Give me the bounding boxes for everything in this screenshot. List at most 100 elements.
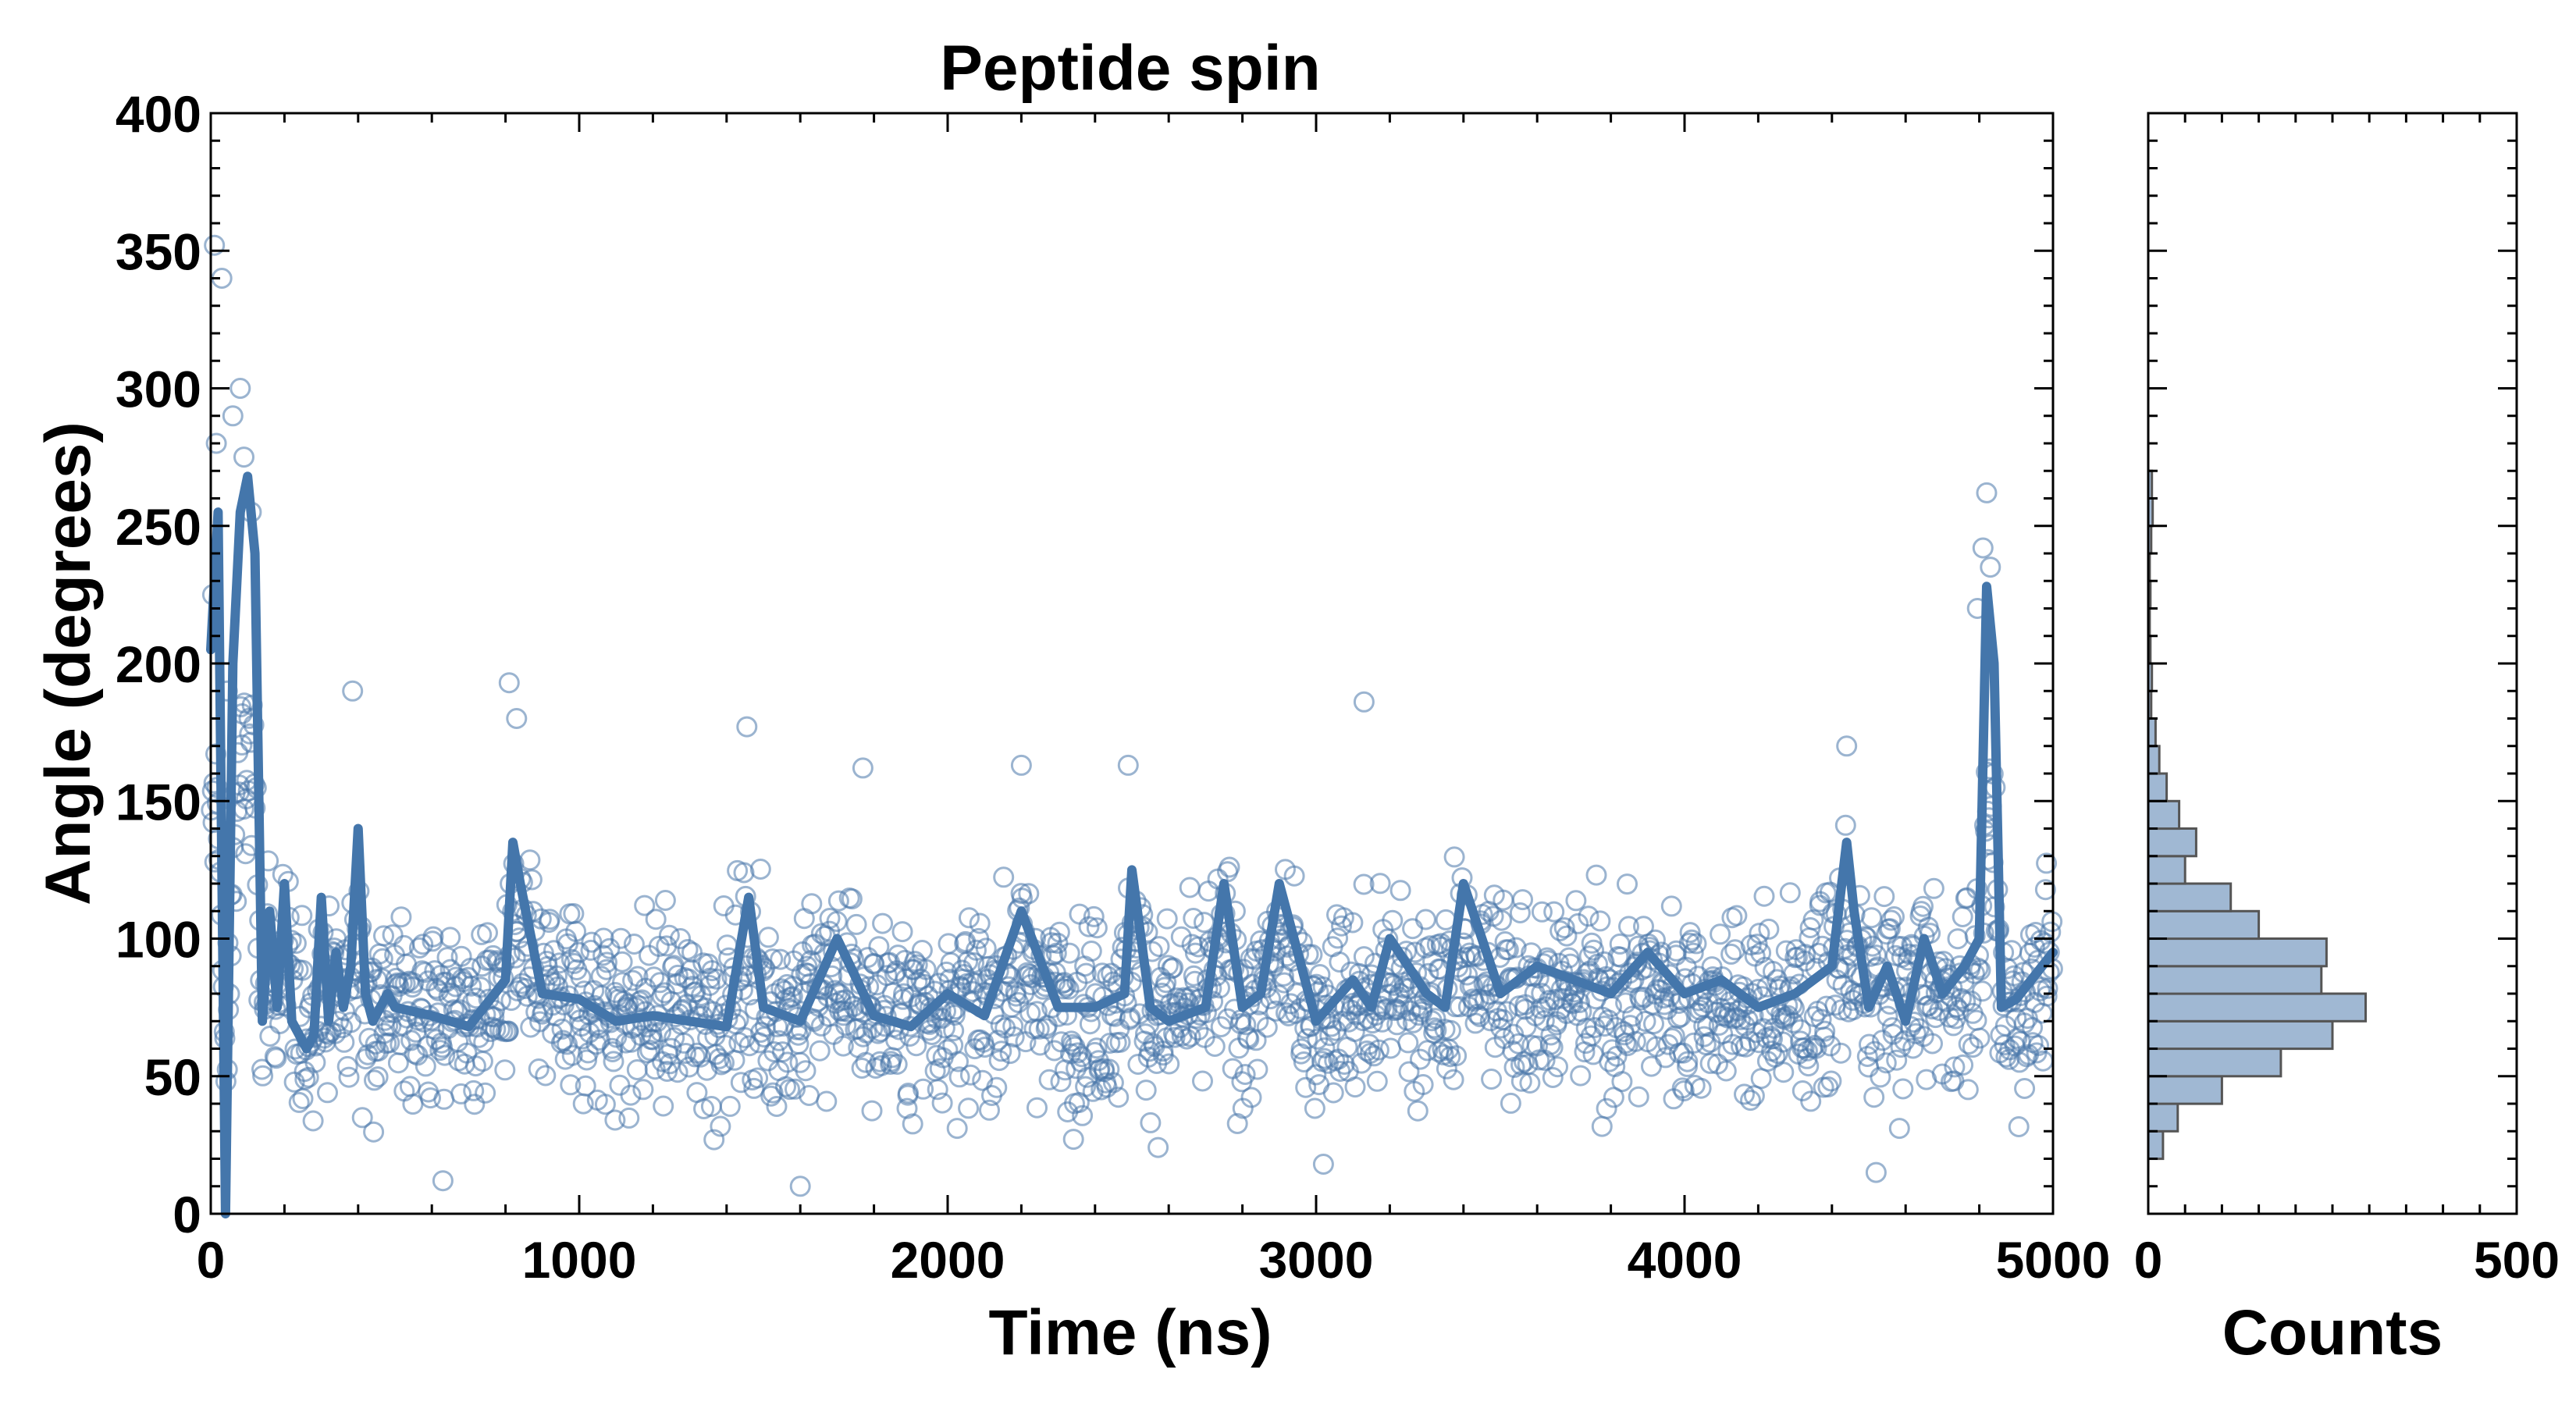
histogram-bar xyxy=(2147,882,2233,912)
scatter-point xyxy=(827,890,849,912)
scatter-point xyxy=(835,1015,857,1037)
scatter-point xyxy=(1353,946,1375,968)
scatter-point xyxy=(1753,885,1775,907)
histogram-bars xyxy=(2147,469,2367,1161)
scatter-point xyxy=(479,949,500,971)
scatter-point xyxy=(576,1049,598,1071)
scatter-point xyxy=(1578,905,1599,927)
scatter-point xyxy=(710,1054,732,1076)
scatter-point xyxy=(1690,1077,1712,1099)
scatter-point xyxy=(1424,1017,1446,1039)
scatter-point xyxy=(1050,1071,1072,1093)
histogram-bar xyxy=(2147,827,2197,858)
scatter-point xyxy=(1886,1049,1908,1071)
scatter-point xyxy=(1135,1080,1157,1101)
scatter-point xyxy=(1519,1072,1541,1094)
scatter-point xyxy=(664,1027,685,1048)
scatter-point xyxy=(611,951,633,973)
scatter-point xyxy=(1048,921,1070,943)
scatter-point xyxy=(733,862,755,884)
scatter-point xyxy=(1750,1068,1772,1090)
scatter-point xyxy=(816,1090,838,1112)
scatter-point xyxy=(943,1020,965,1041)
scatter-point-outlier xyxy=(1976,482,1998,503)
scatter-point xyxy=(1256,1016,1278,1038)
scatter-point xyxy=(1439,1019,1461,1041)
scatter-point xyxy=(959,907,980,929)
scatter-point xyxy=(1952,1054,1974,1076)
scatter-point xyxy=(1779,882,1801,904)
scatter-point xyxy=(809,1040,831,1062)
scatter-point xyxy=(1830,1042,1852,1064)
scatter-point xyxy=(565,920,587,942)
scatter-point xyxy=(1018,883,1040,905)
scatter-point xyxy=(373,925,394,947)
scatter-point xyxy=(1319,1025,1341,1047)
scatter-point xyxy=(568,941,590,963)
scatter-point xyxy=(1734,1083,1755,1105)
scatter-point xyxy=(781,986,803,1008)
scatter-point xyxy=(390,1034,411,1055)
scatter-point xyxy=(1540,1024,1562,1046)
scatter-point xyxy=(1108,1087,1130,1108)
scatter-point xyxy=(560,948,582,970)
scatter-point xyxy=(681,941,703,963)
scatter-point xyxy=(1331,915,1352,937)
scatter-point xyxy=(645,909,667,930)
scatter-point xyxy=(2037,977,2058,999)
scatter-point xyxy=(999,1043,1021,1065)
scatter-point xyxy=(1643,1013,1664,1035)
scatter-point xyxy=(259,1026,281,1047)
scatter-point xyxy=(1342,912,1364,934)
scatter-point xyxy=(1934,979,1955,1001)
scatter-point xyxy=(2008,1116,2030,1137)
scatter-point xyxy=(1148,936,1170,958)
scatter-point xyxy=(1192,1070,1213,1092)
scatter-point xyxy=(1158,1053,1180,1075)
scatter-point xyxy=(1380,1037,1401,1059)
y-axis-label: Angle (degrees) xyxy=(33,422,104,905)
scatter-point xyxy=(931,1092,953,1114)
smoothed-line xyxy=(206,471,2058,1218)
scatter-point xyxy=(785,1078,806,1100)
scatter-point xyxy=(829,984,851,1005)
scatter-point xyxy=(302,1110,324,1132)
scatter-point xyxy=(1951,987,1972,1009)
scatter-point xyxy=(1565,890,1587,912)
scatter-point xyxy=(1583,939,1605,961)
scatter-point xyxy=(675,1043,697,1064)
scatter-point xyxy=(1596,966,1617,987)
scatter-point xyxy=(294,1069,316,1090)
scatter-point xyxy=(1101,962,1123,984)
scatter-point xyxy=(604,1109,626,1131)
scatter-point xyxy=(379,1032,400,1054)
scatter-point xyxy=(620,1084,642,1106)
y-tick-label: 0 xyxy=(173,1186,201,1243)
scatter-point xyxy=(634,895,656,916)
scatter-point xyxy=(2036,985,2058,1007)
scatter-point xyxy=(572,1028,593,1050)
scatter-point-outlier xyxy=(1010,754,1032,776)
histogram-bar xyxy=(2147,992,2367,1023)
scatter-point xyxy=(1419,935,1441,957)
scatter-point xyxy=(292,1088,314,1109)
scatter-point xyxy=(364,1069,385,1091)
scatter-point xyxy=(1681,929,1703,951)
scatter-point xyxy=(673,1032,695,1054)
x-tick-label: 3000 xyxy=(1259,1231,1374,1289)
scatter-point xyxy=(706,968,728,990)
scatter-point xyxy=(1156,908,1178,930)
scatter-point xyxy=(2034,879,2056,901)
scatter-point xyxy=(623,934,645,955)
scatter-point xyxy=(1912,895,1934,917)
scatter-point xyxy=(1297,1028,1318,1050)
histogram-bar xyxy=(2147,855,2186,885)
scatter-point xyxy=(618,1107,640,1129)
scatter-point xyxy=(382,924,404,946)
scatter-point xyxy=(1591,1115,1613,1137)
scatter-point-outlier xyxy=(205,432,227,454)
scatter-point xyxy=(795,1060,817,1082)
histogram-bar xyxy=(2147,772,2169,802)
scatter-point xyxy=(317,1082,338,1104)
scatter-point xyxy=(461,975,482,997)
